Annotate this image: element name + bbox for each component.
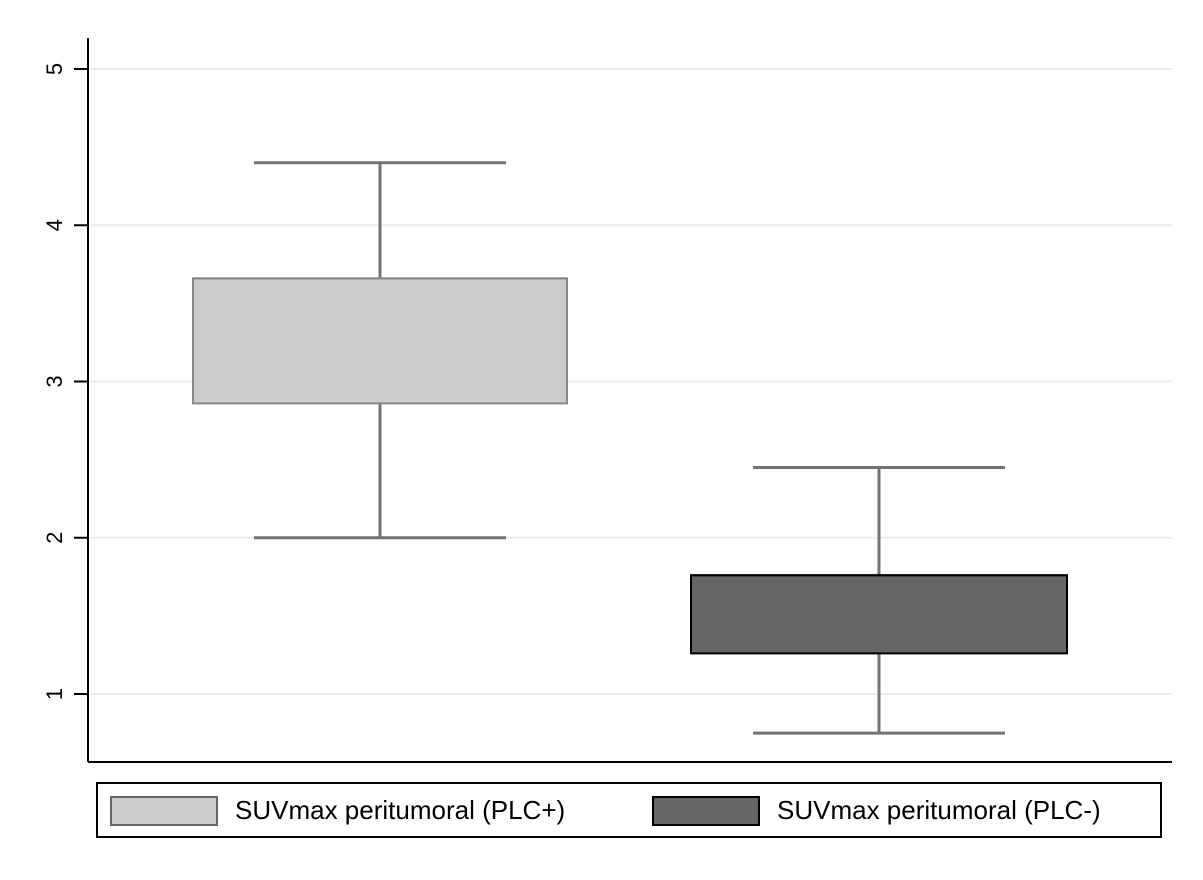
- legend-item-plc-positive: SUVmax peritumoral (PLC+): [110, 795, 565, 826]
- legend-label-plc-positive: SUVmax peritumoral (PLC+): [235, 795, 566, 825]
- legend-label-plc-negative: SUVmax peritumoral (PLC-): [777, 795, 1101, 825]
- box-plc-positive: [192, 277, 568, 405]
- legend-item-plc-negative: SUVmax peritumoral (PLC-): [652, 795, 1101, 826]
- y-tick-label-1: 1: [42, 688, 67, 700]
- y-tick-label-5: 5: [42, 63, 67, 75]
- box-plc-negative: [690, 574, 1068, 655]
- legend: SUVmax peritumoral (PLC+) SUVmax peritum…: [96, 782, 1162, 838]
- y-axis: 1 2 3 4 5: [42, 38, 1172, 763]
- y-tick-label-4: 4: [42, 219, 67, 231]
- box-plots: [192, 161, 1068, 735]
- y-tick-label-3: 3: [42, 375, 67, 387]
- y-tick-label-2: 2: [42, 532, 67, 544]
- legend-swatch-plc-negative: [652, 795, 760, 826]
- legend-swatch-plc-positive: [110, 795, 218, 826]
